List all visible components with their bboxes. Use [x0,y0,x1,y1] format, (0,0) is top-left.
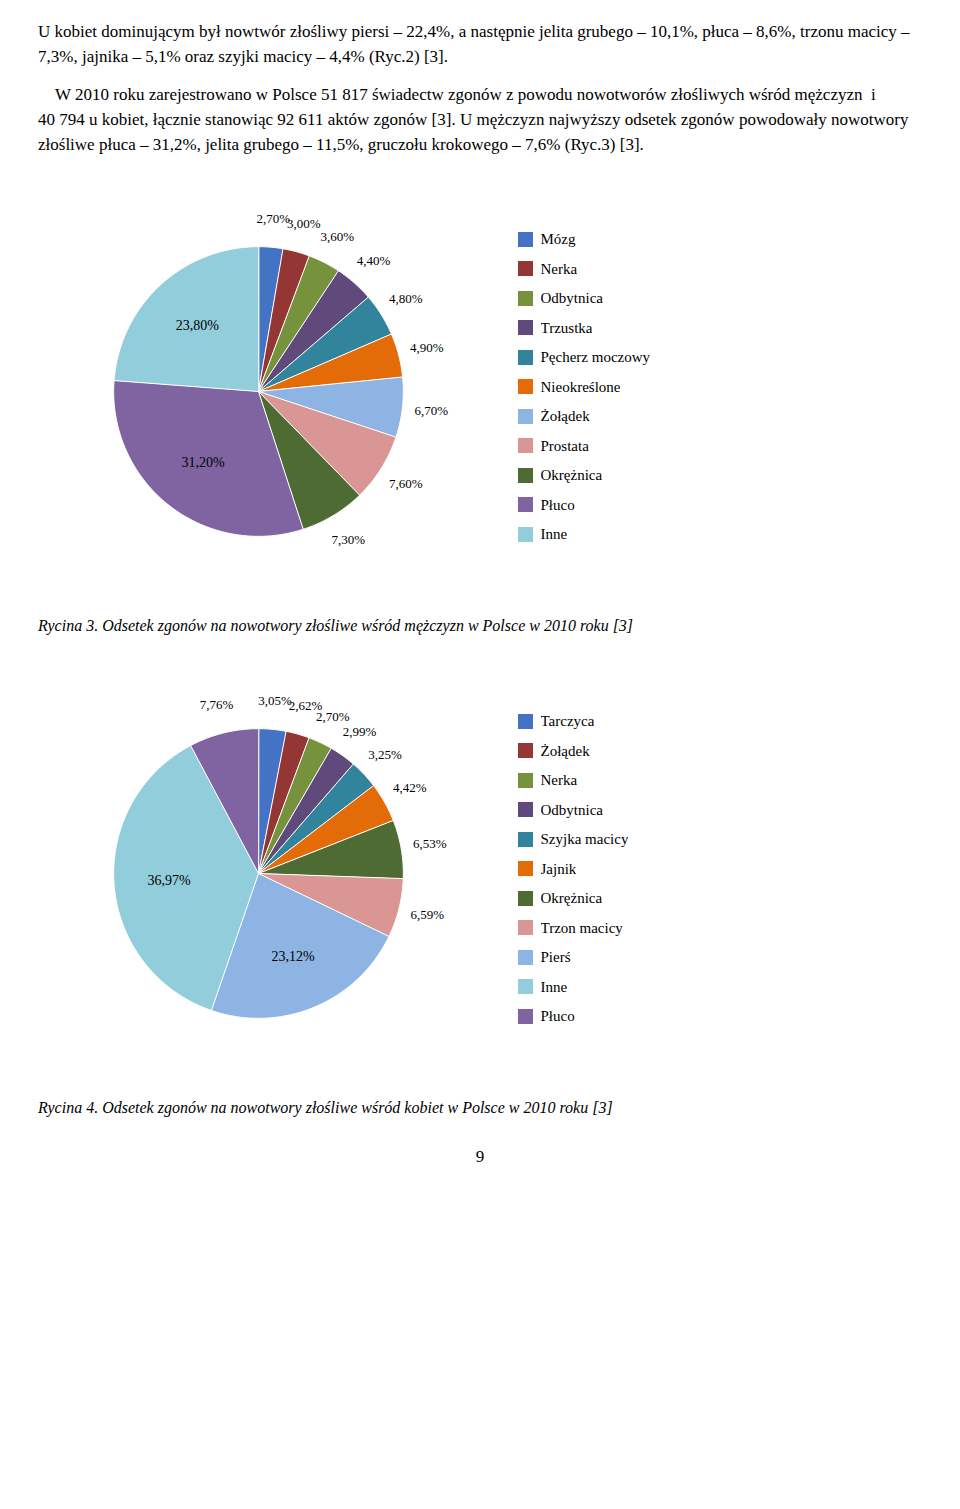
svg-text:3,00%: 3,00% [287,216,321,231]
svg-text:36,97%: 36,97% [147,873,191,888]
html-text:Nerka: Nerka [540,772,578,789]
svg-text:3,25%: 3,25% [368,747,402,762]
html-text:Tarczyca: Tarczyca [540,713,595,730]
html-text:U kobiet dominującym był nowtw: U kobiet dominującym był nowtwór złośliw… [38,22,914,66]
html-text:Rycina 3. Odsetek zgonów na no: Rycina 3. Odsetek zgonów na nowotwory zł… [38,617,634,635]
svg-text:3,60%: 3,60% [321,229,355,244]
html-text:Prostata: Prostata [540,437,589,454]
html-text:Okrężnica: Okrężnica [540,890,603,907]
svg-text:23,12%: 23,12% [271,949,315,964]
svg-text:6,70%: 6,70% [414,403,448,418]
svg-text:3,05%: 3,05% [258,693,292,708]
html-text:Trzon macicy: Trzon macicy [540,919,623,936]
html-text:Nieokreślone: Nieokreślone [540,378,621,395]
html-text:Nerka: Nerka [540,260,578,277]
html-text:Płuco: Płuco [540,1008,575,1025]
html-text:Żołądek: Żołądek [540,742,590,759]
svg-text:2,70%: 2,70% [316,709,350,724]
svg-text:2,70%: 2,70% [256,211,290,226]
svg-text:6,53%: 6,53% [413,836,447,851]
html-text:Żołądek: Żołądek [540,408,590,425]
svg-text:4,80%: 4,80% [389,292,423,307]
html-text:Jajnik: Jajnik [540,860,577,877]
html-text:Okrężnica: Okrężnica [540,467,603,484]
html-text:Rycina 4. Odsetek zgonów na no: Rycina 4. Odsetek zgonów na nowotwory zł… [38,1099,613,1117]
svg-text:31,20%: 31,20% [181,455,225,470]
svg-text:6,59%: 6,59% [410,908,444,923]
html-text:Inne: Inne [540,978,568,995]
svg-text:2,99%: 2,99% [343,724,377,739]
svg-text:4,42%: 4,42% [393,780,427,795]
svg-text:4,40%: 4,40% [357,253,391,268]
svg-text:7,60%: 7,60% [389,476,423,491]
html-text:W 2010 roku zarejestrowano w P: W 2010 roku zarejestrowano w Polsce 51 8… [38,85,913,154]
html-text:Pierś: Pierś [540,949,571,966]
svg-text:23,80%: 23,80% [176,318,220,333]
html-text:Odbytnica: Odbytnica [540,801,603,818]
html-text:Płuco: Płuco [540,496,575,513]
svg-text:4,90%: 4,90% [410,340,444,355]
svg-text:2,62%: 2,62% [288,698,323,714]
html-text:Inne: Inne [540,526,568,543]
html-text:Pęcherz moczowy: Pęcherz moczowy [540,349,650,366]
svg-text:7,30%: 7,30% [332,533,366,548]
html-text:Mózg: Mózg [540,231,576,248]
html-text:Szyjka macicy: Szyjka macicy [540,831,629,848]
html-text:Trzustka: Trzustka [540,319,593,336]
html-text:Odbytnica: Odbytnica [540,290,603,307]
html-text:9: 9 [475,1147,485,1167]
svg-text:7,76%: 7,76% [200,697,234,712]
